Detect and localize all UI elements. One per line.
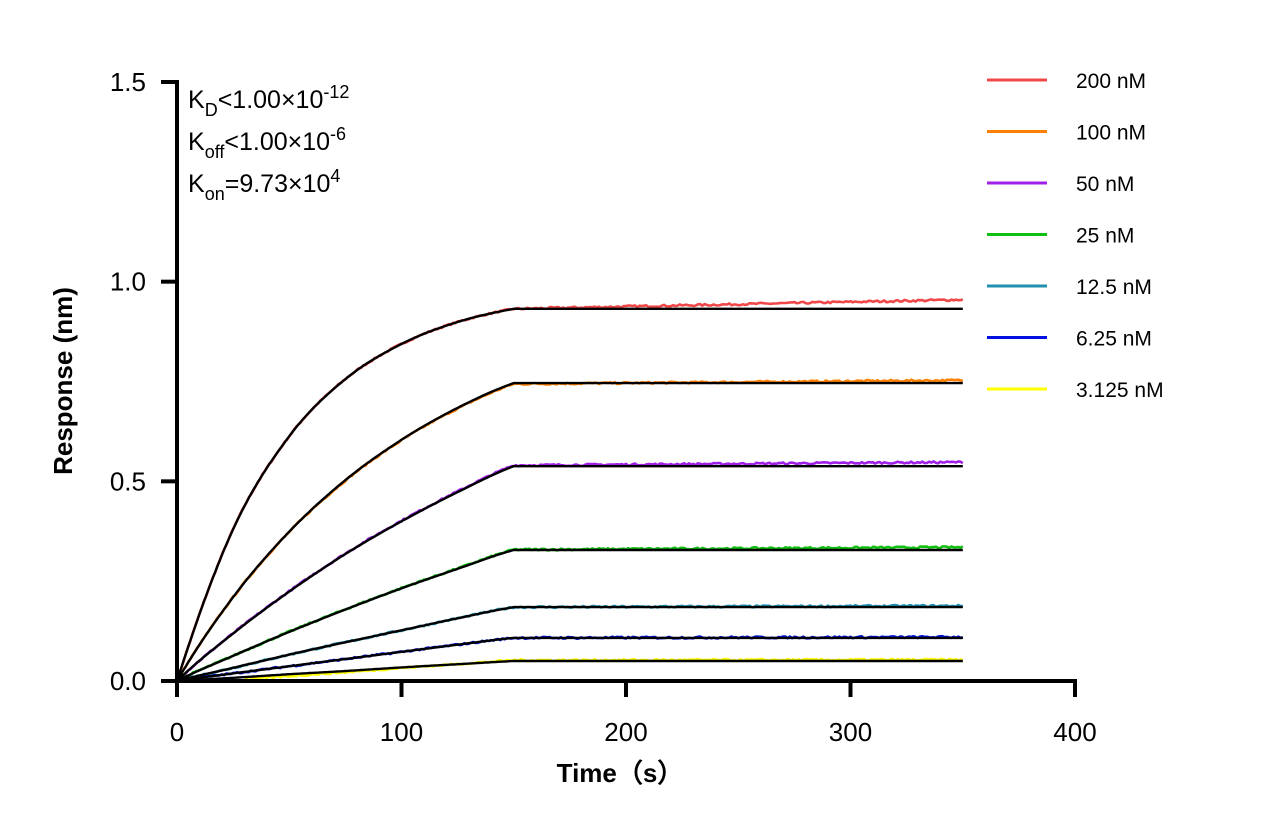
x-axis-label: Time（s） bbox=[557, 758, 684, 788]
legend: 200 nM 100 nM 50 nM 25 nM 12.5 nM 6.25 nM 3.12… bbox=[987, 70, 1164, 402]
measured-curve-200-nM bbox=[175, 298, 964, 683]
measured-curve-50-nM bbox=[176, 460, 964, 683]
curves bbox=[175, 298, 964, 683]
y-tick-label: 0.5 bbox=[110, 466, 146, 496]
fit-curve-50-nM bbox=[176, 465, 963, 682]
x-tick-label: 200 bbox=[604, 717, 647, 747]
legend-label: 6.25 nM bbox=[1076, 328, 1152, 351]
fit-curve-6.25-nM bbox=[176, 636, 963, 683]
kon-annotation: Kon=9.73×104 bbox=[188, 166, 340, 204]
kd-annotation: KD<1.00×10-12 bbox=[188, 82, 349, 120]
x-tick-label: 0 bbox=[170, 717, 184, 747]
fit-curve-3.125-nM bbox=[176, 659, 963, 683]
y-tick-label: 1.5 bbox=[110, 67, 146, 97]
legend-label: 200 nM bbox=[1076, 70, 1146, 93]
koff-annotation: Koff<1.00×10-6 bbox=[188, 124, 346, 162]
x-tick-label: 400 bbox=[1053, 717, 1096, 747]
fit-curve-12.5-nM bbox=[176, 605, 963, 683]
measured-curve-12.5-nM bbox=[176, 603, 964, 683]
y-tick-label: 0.0 bbox=[110, 666, 146, 696]
x-tick-label: 100 bbox=[380, 717, 423, 747]
legend-label: 3.125 nM bbox=[1076, 379, 1164, 402]
legend-label: 12.5 nM bbox=[1076, 276, 1152, 299]
fit-curve-200-nM bbox=[175, 307, 963, 682]
fit-curve-100-nM bbox=[175, 381, 963, 682]
legend-label: 100 nM bbox=[1076, 122, 1146, 145]
legend-label: 25 nM bbox=[1076, 225, 1134, 248]
y-axis-label: Response (nm) bbox=[48, 287, 78, 475]
legend-label: 50 nM bbox=[1076, 173, 1134, 196]
ticks: 0 100 200 300 400 0.0 0.5 1.0 1.5 bbox=[110, 67, 1097, 747]
y-tick-label: 1.0 bbox=[110, 267, 146, 297]
fit-curve-25-nM bbox=[176, 548, 963, 683]
x-tick-label: 300 bbox=[829, 717, 872, 747]
kinetic-annotations: KD<1.00×10-12 Koff<1.00×10-6 Kon=9.73×10… bbox=[188, 82, 349, 204]
